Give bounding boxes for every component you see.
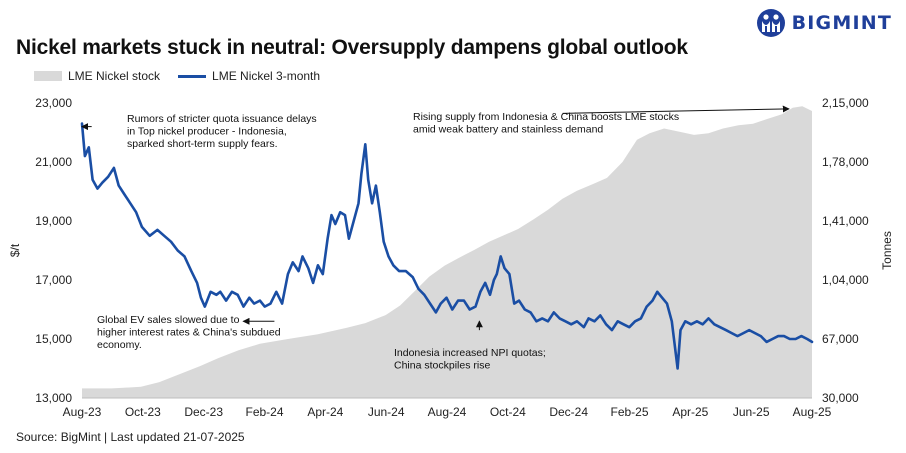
annotation-text: higher interest rates & China's subdued [97, 327, 281, 339]
x-tick-label: Apr-25 [672, 405, 708, 419]
bigmint-people-logo-icon [756, 9, 785, 37]
y2-tick-label: 1,78,000 [822, 155, 869, 169]
annotation-text: sparked short-term supply fears. [127, 138, 278, 150]
legend-label-price: LME Nickel 3-month [212, 69, 321, 83]
x-tick-label: Aug-24 [428, 405, 467, 419]
legend-swatch-stock [34, 71, 62, 81]
annotation-text: Rumors of stricter quota issuance delays [127, 113, 317, 125]
y-tick-label: 21,000 [35, 155, 72, 169]
x-tick-label: Jun-24 [368, 405, 405, 419]
y-tick-label: 15,000 [35, 332, 72, 346]
annotation-text: Indonesia increased NPI quotas; [394, 347, 546, 359]
x-tick-label: Apr-24 [307, 405, 343, 419]
y2-axis-title: Tonnes [880, 231, 894, 270]
x-tick-label: Aug-23 [63, 405, 102, 419]
annotation-text: Global EV sales slowed due to [97, 314, 240, 326]
x-tick-label: Oct-24 [490, 405, 526, 419]
y-tick-label: 13,000 [35, 391, 72, 405]
x-tick-label: Jun-25 [733, 405, 770, 419]
y2-tick-label: 1,41,000 [822, 214, 869, 228]
source-note: Source: BigMint | Last updated 21-07-202… [16, 430, 245, 444]
x-tick-label: Dec-23 [184, 405, 223, 419]
legend-swatch-price [178, 74, 207, 78]
legend-item-stock: LME Nickel stock [34, 69, 160, 83]
annotation-arrow [562, 105, 790, 114]
y-axis-title: $/t [8, 243, 22, 257]
legend-label-stock: LME Nickel stock [68, 69, 161, 83]
annotation-text: Rising supply from Indonesia & China boo… [413, 111, 679, 123]
y2-tick-label: 2,15,000 [822, 96, 869, 110]
x-tick-label: Dec-24 [549, 405, 588, 419]
annotation-text: China stockpiles rise [394, 360, 490, 372]
annotation-text: amid weak battery and stainless demand [413, 124, 603, 136]
x-tick-label: Feb-24 [245, 405, 283, 419]
y2-tick-label: 67,000 [822, 332, 859, 346]
annotation-text: in Top nickel producer - Indonesia, [127, 126, 287, 138]
price-line-series [80, 122, 814, 370]
chart-legend: LME Nickel stock LME Nickel 3-month [34, 69, 338, 83]
y2-tick-label: 30,000 [822, 391, 859, 405]
x-tick-label: Aug-25 [793, 405, 832, 419]
legend-item-price: LME Nickel 3-month [178, 69, 320, 83]
y-tick-label: 17,000 [35, 273, 72, 287]
annotation-text: economy. [97, 339, 142, 351]
chart-title: Nickel markets stuck in neutral: Oversup… [16, 36, 688, 59]
stock-area-series [82, 106, 812, 398]
brand-logo: BIGMINT [756, 8, 892, 38]
brand-logo-text: BIGMINT [791, 12, 892, 34]
x-tick-label: Oct-23 [125, 405, 161, 419]
y-tick-label: 19,000 [35, 214, 72, 228]
y-tick-label: 23,000 [35, 96, 72, 110]
y2-tick-label: 1,04,000 [822, 273, 869, 287]
x-tick-label: Feb-25 [610, 405, 648, 419]
